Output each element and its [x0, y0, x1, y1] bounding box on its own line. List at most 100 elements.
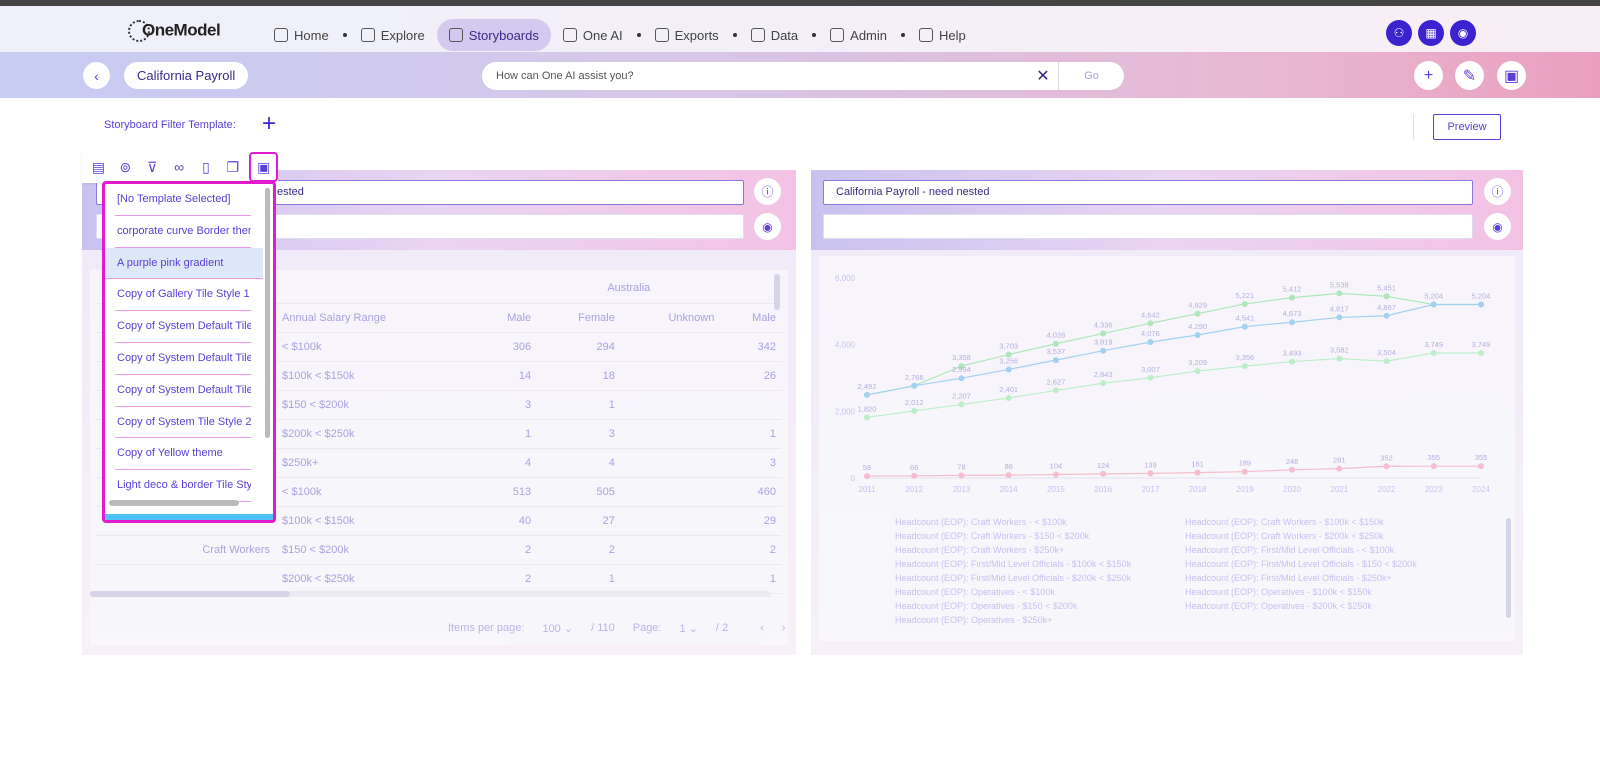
- back-button[interactable]: ‹: [83, 62, 110, 89]
- tile-settings-icon[interactable]: ▤: [91, 158, 106, 175]
- data-point: [958, 472, 965, 479]
- ai-assist-box[interactable]: How can One AI assist you? ✕ Go: [482, 62, 1124, 90]
- legend-item[interactable]: Headcount (EOP): Craft Workers - $200k <…: [1185, 531, 1384, 541]
- tile-style-option[interactable]: [No Template Selected]: [115, 184, 251, 216]
- data-point: [1336, 314, 1343, 321]
- data-point: [1147, 339, 1154, 346]
- right-tile-title[interactable]: California Payroll - need nested: [823, 180, 1473, 205]
- clear-filter-icon[interactable]: ⊽: [147, 158, 158, 175]
- brand-logo[interactable]: OneModel: [128, 20, 221, 42]
- legend-item[interactable]: Headcount (EOP): Craft Workers - $100k <…: [1185, 517, 1384, 527]
- add-filter-template-button[interactable]: +: [262, 110, 277, 137]
- menu-hscroll[interactable]: [109, 500, 239, 506]
- add-button[interactable]: +: [1414, 61, 1443, 90]
- nav-item-3[interactable]: One AI: [551, 19, 635, 51]
- delete-icon[interactable]: ▯: [202, 158, 210, 175]
- legend-item[interactable]: Headcount (EOP): First/Mid Level Officia…: [895, 559, 1132, 569]
- tile-style-option[interactable]: Copy of Yellow theme: [115, 438, 251, 471]
- storyboard-icon: [448, 28, 463, 42]
- copy-icon[interactable]: ❐: [226, 158, 240, 175]
- calendar-icon[interactable]: ▦: [1418, 20, 1444, 46]
- legend-item[interactable]: Headcount (EOP): Operatives - $200k < $2…: [1185, 601, 1372, 611]
- tile-style-option[interactable]: A purple pink gradient: [105, 247, 263, 280]
- tile-style-icon[interactable]: ▣: [249, 152, 279, 182]
- data-label: 355: [1475, 453, 1488, 462]
- refresh-icon[interactable]: ⊚: [119, 158, 132, 175]
- nav-item-7[interactable]: Help: [907, 19, 978, 51]
- legend-item[interactable]: Headcount (EOP): First/Mid Level Officia…: [1185, 559, 1417, 569]
- items-per-page-select[interactable]: 100 ⌄: [542, 623, 574, 635]
- legend-scrollbar[interactable]: [1506, 518, 1511, 618]
- link-icon[interactable]: ∞: [174, 159, 185, 175]
- table-hscroll[interactable]: [90, 591, 770, 597]
- prev-page-icon[interactable]: ‹: [760, 622, 764, 634]
- next-page-icon[interactable]: ›: [781, 622, 786, 634]
- data-point: [1052, 387, 1059, 394]
- data-label: 161: [1191, 460, 1204, 469]
- page-select[interactable]: 1 ⌄: [679, 623, 698, 635]
- data-point: [1052, 357, 1059, 364]
- nav-item-2[interactable]: Storyboards: [436, 19, 551, 51]
- data-point: [1241, 468, 1248, 475]
- data-point: [1100, 380, 1107, 387]
- eye-icon[interactable]: ◉: [1484, 213, 1511, 240]
- legend-item[interactable]: Headcount (EOP): First/Mid Level Officia…: [895, 573, 1132, 583]
- nav-item-6[interactable]: Admin: [818, 19, 899, 51]
- tile-style-option[interactable]: Copy of System Default Tile Style: [115, 375, 251, 407]
- legend-item[interactable]: Headcount (EOP): Craft Workers - $250k+: [895, 545, 1065, 555]
- column-header[interactable]: Unknown: [620, 303, 721, 333]
- table-cell: [96, 564, 276, 594]
- info-icon[interactable]: ⓘ: [1484, 178, 1511, 205]
- table-row[interactable]: Craft Workers $150 < $200k 2 2 2: [96, 535, 782, 565]
- tile-style-option[interactable]: Copy of System Tile Style 2: [115, 407, 251, 439]
- tile-style-option[interactable]: Copy of System Default Tile Style: [115, 343, 251, 375]
- storyboard-title[interactable]: California Payroll: [124, 62, 249, 89]
- tile-style-option[interactable]: Light deco & border Tile Style: [115, 470, 251, 502]
- tile-style-option[interactable]: Copy of System Default Tile Style: [115, 311, 251, 343]
- save-icon[interactable]: ▣: [1497, 61, 1526, 90]
- table-vscroll-thumb[interactable]: [774, 274, 780, 310]
- nav-item-4[interactable]: Exports: [643, 19, 731, 51]
- tile-style-option[interactable]: corporate curve Border theme: [115, 216, 251, 248]
- legend-item[interactable]: Headcount (EOP): Craft Workers - < $100k: [895, 517, 1067, 527]
- column-header[interactable]: Male: [475, 303, 538, 333]
- data-label: 5,204: [1424, 292, 1443, 301]
- table-cell: 27: [537, 506, 621, 536]
- go-button[interactable]: Go: [1058, 62, 1124, 90]
- legend-item[interactable]: Headcount (EOP): Operatives - $100k < $1…: [1185, 587, 1372, 597]
- legend-item[interactable]: Headcount (EOP): Operatives - < $100k: [895, 587, 1055, 597]
- column-header[interactable]: Annual Salary Range: [276, 303, 476, 333]
- legend-item[interactable]: Headcount (EOP): Operatives - $250k+: [895, 615, 1053, 625]
- data-label: 3,537: [1047, 347, 1066, 356]
- palette-icon[interactable]: ✎: [1455, 61, 1484, 90]
- data-label: 2,401: [999, 385, 1018, 394]
- nav-item-1[interactable]: Explore: [349, 19, 437, 51]
- column-header[interactable]: Female: [537, 303, 621, 333]
- ai-assist-input[interactable]: How can One AI assist you?: [496, 70, 634, 82]
- info-icon[interactable]: ⓘ: [754, 178, 781, 205]
- data-label: 4,541: [1235, 314, 1254, 323]
- data-point: [958, 401, 965, 408]
- menu-vscroll[interactable]: [265, 188, 270, 438]
- data-point: [1289, 294, 1296, 301]
- eye-icon[interactable]: ◉: [754, 213, 781, 240]
- nav-item-0[interactable]: Home: [262, 19, 341, 51]
- data-point: [1383, 463, 1390, 470]
- preview-button[interactable]: Preview: [1433, 114, 1501, 140]
- nav-item-5[interactable]: Data: [739, 19, 810, 51]
- table-hscroll-thumb[interactable]: [90, 591, 290, 597]
- legend-item[interactable]: Headcount (EOP): First/Mid Level Officia…: [1185, 545, 1395, 555]
- org-icon[interactable]: ⚇: [1386, 20, 1412, 46]
- logo-ring-icon: [128, 20, 150, 42]
- right-tile-subtitle[interactable]: [823, 214, 1473, 239]
- table-cell: 1: [537, 390, 621, 420]
- column-header[interactable]: Male: [720, 303, 782, 333]
- legend-item[interactable]: Headcount (EOP): First/Mid Level Officia…: [1185, 573, 1392, 583]
- legend-item[interactable]: Headcount (EOP): Craft Workers - $150 < …: [895, 531, 1090, 541]
- user-icon[interactable]: ◉: [1450, 20, 1476, 46]
- clear-icon[interactable]: ✕: [1036, 68, 1050, 85]
- table-row[interactable]: $200k < $250k 2 1 1: [96, 564, 782, 594]
- tile-style-option[interactable]: Copy of Gallery Tile Style 1: [115, 279, 251, 312]
- legend-item[interactable]: Headcount (EOP): Operatives - $150 < $20…: [895, 601, 1078, 611]
- data-point: [1383, 312, 1390, 319]
